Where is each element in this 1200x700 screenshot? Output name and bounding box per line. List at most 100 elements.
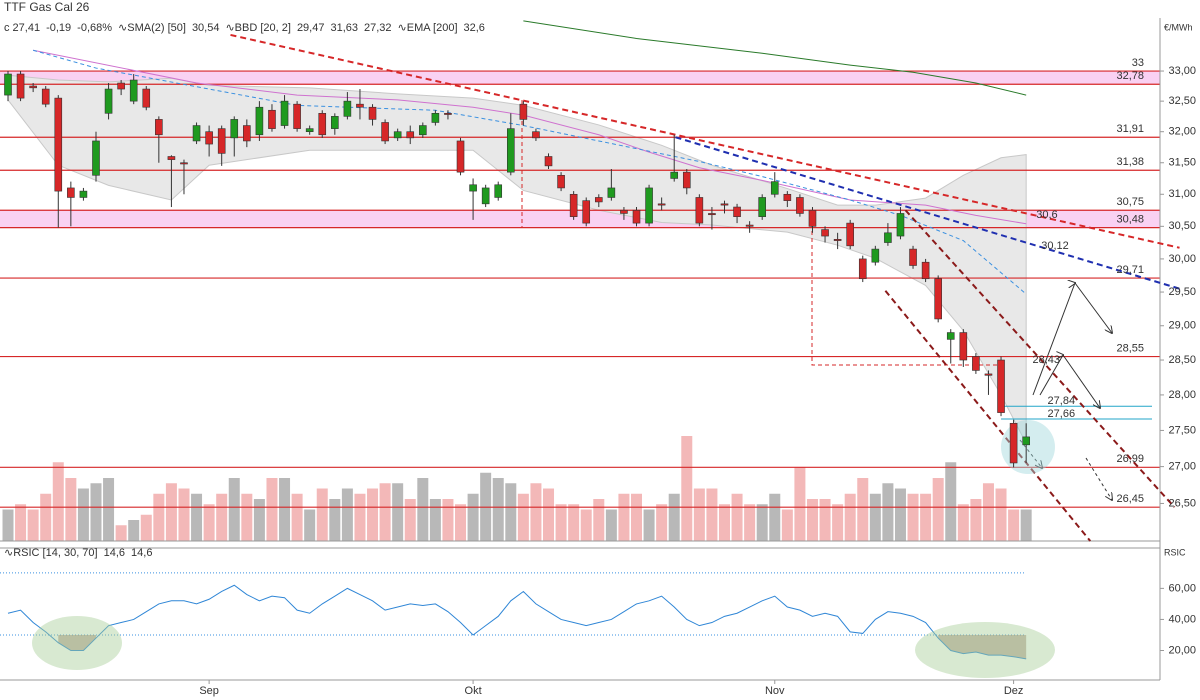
volume-bar bbox=[945, 462, 957, 541]
candle-body bbox=[280, 100, 289, 126]
candle-body bbox=[946, 332, 955, 340]
highlight-circle bbox=[1001, 420, 1055, 474]
candle-body bbox=[318, 113, 327, 136]
volume-bar bbox=[668, 493, 680, 541]
candle-body bbox=[871, 248, 880, 263]
level-label: 30,75 bbox=[1116, 196, 1144, 208]
candle-body bbox=[682, 171, 691, 189]
y-tick-label: 33,00 bbox=[1168, 65, 1196, 77]
candle-body bbox=[569, 193, 578, 217]
volume-bar bbox=[593, 499, 605, 541]
volume-bar bbox=[442, 499, 454, 541]
candle-body bbox=[720, 203, 729, 206]
level-label: 29,71 bbox=[1116, 264, 1144, 276]
candle-body bbox=[758, 197, 767, 217]
x-tick-label: Dez bbox=[1004, 685, 1024, 697]
rsi-line bbox=[7, 584, 1027, 660]
volume-bar bbox=[329, 499, 341, 541]
candle-body bbox=[331, 116, 339, 129]
volume-bar bbox=[228, 478, 240, 541]
scenario-arrow bbox=[1039, 355, 1100, 408]
volume-bar bbox=[907, 493, 919, 541]
volume-bar bbox=[304, 509, 316, 541]
indicator-line bbox=[523, 20, 1027, 96]
volume-bar bbox=[429, 499, 441, 541]
volume-bar bbox=[568, 504, 580, 541]
candle-body bbox=[356, 103, 364, 108]
candle-body bbox=[984, 373, 993, 376]
level-label: 28,55 bbox=[1116, 342, 1144, 354]
volume-bar bbox=[379, 483, 391, 541]
volume-bar bbox=[643, 509, 655, 541]
candle-body bbox=[896, 213, 905, 237]
volume-bar bbox=[869, 493, 881, 541]
volume-bar bbox=[957, 504, 969, 541]
candle-body bbox=[117, 82, 125, 90]
volume-bar bbox=[819, 499, 831, 541]
candle-body bbox=[54, 97, 63, 192]
scenario-arrow bbox=[1085, 457, 1112, 500]
candle-body bbox=[770, 181, 779, 195]
level-label: 31,91 bbox=[1116, 123, 1144, 135]
candle-body bbox=[230, 119, 239, 139]
volume-bar bbox=[15, 504, 27, 541]
volume-bar bbox=[718, 504, 730, 541]
legend-item: 31,63 bbox=[330, 22, 358, 34]
scenario-arrow bbox=[1032, 283, 1112, 396]
candle-body bbox=[456, 140, 465, 173]
candle-body bbox=[833, 239, 842, 241]
legend-item: ∿RSIC [14, 30, 70] bbox=[4, 547, 98, 559]
volume-bar bbox=[2, 509, 14, 541]
annotation: 28,43 bbox=[1032, 354, 1060, 366]
candle-body bbox=[481, 187, 490, 205]
volume-bar bbox=[781, 509, 793, 541]
volume-bar bbox=[367, 488, 379, 541]
volume-bar bbox=[631, 493, 642, 541]
candle-body bbox=[67, 187, 75, 198]
candle-body bbox=[821, 229, 829, 237]
candle-body bbox=[79, 190, 88, 198]
candle-body bbox=[632, 209, 641, 224]
candle-body bbox=[959, 332, 968, 361]
level-label: 30,48 bbox=[1116, 214, 1144, 226]
candle-body bbox=[469, 184, 477, 192]
volume-bar bbox=[128, 520, 140, 541]
highlight-ellipse bbox=[32, 616, 122, 670]
level-label: 26,45 bbox=[1116, 493, 1144, 505]
volume-bar bbox=[517, 493, 529, 541]
oversold-fill bbox=[938, 634, 1027, 659]
candle-body bbox=[783, 193, 792, 201]
candle-body bbox=[884, 232, 892, 243]
legend-item: 14,6 bbox=[131, 547, 152, 559]
x-tick-label: Okt bbox=[465, 685, 482, 697]
candle-body bbox=[393, 131, 402, 139]
y-tick-label: 31,50 bbox=[1168, 157, 1196, 169]
legend-item: ∿EMA [200] bbox=[398, 22, 458, 34]
oversold-fill bbox=[58, 634, 96, 651]
y-tick-label: 20,00 bbox=[1168, 644, 1196, 656]
y-tick-label: 28,00 bbox=[1168, 389, 1196, 401]
volume-bar bbox=[555, 504, 567, 541]
candle-body bbox=[934, 278, 942, 320]
candle-body bbox=[16, 73, 25, 99]
volume-bar bbox=[656, 504, 668, 541]
candle-body bbox=[519, 103, 528, 120]
volume-bar bbox=[404, 499, 416, 541]
y-tick-label: 32,50 bbox=[1168, 95, 1196, 107]
volume-bar bbox=[882, 483, 894, 541]
candle-body bbox=[532, 131, 540, 139]
y-tick-label: 28,50 bbox=[1168, 354, 1196, 366]
volume-bar bbox=[216, 493, 228, 541]
legend-item: 30,54 bbox=[192, 22, 220, 34]
volume-bar bbox=[505, 483, 517, 541]
volume-bar bbox=[291, 493, 303, 541]
volume-bar bbox=[693, 488, 705, 541]
trendline bbox=[904, 209, 1176, 508]
highlight-ellipse bbox=[915, 622, 1055, 678]
volume-bar bbox=[982, 483, 994, 541]
volume-bar bbox=[832, 504, 844, 541]
candle-body bbox=[205, 131, 213, 145]
candle-body bbox=[305, 128, 314, 132]
guide-dashed bbox=[811, 210, 1000, 366]
